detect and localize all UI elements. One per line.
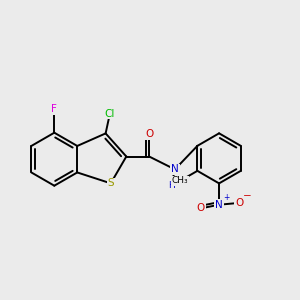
Text: O: O	[145, 129, 153, 140]
Text: Cl: Cl	[105, 109, 115, 118]
Text: −: −	[243, 191, 252, 201]
Text: +: +	[223, 193, 230, 202]
Text: O: O	[196, 203, 205, 213]
Text: H: H	[168, 182, 175, 190]
Text: N: N	[215, 200, 223, 210]
Text: F: F	[51, 104, 57, 114]
Text: S: S	[107, 178, 114, 188]
Text: CH₃: CH₃	[172, 176, 188, 185]
Text: O: O	[235, 198, 243, 208]
Text: N: N	[171, 164, 179, 174]
